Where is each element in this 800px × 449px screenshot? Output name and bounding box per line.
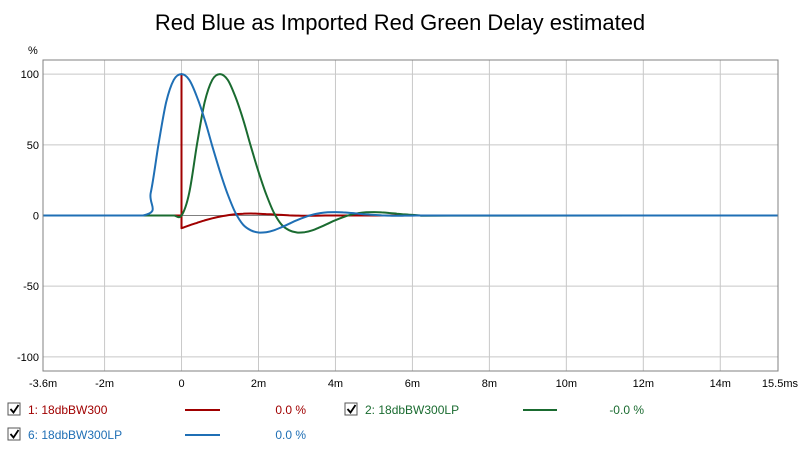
legend-item[interactable]: 2: 18dbBW300LP -0.0 % bbox=[344, 402, 644, 417]
x-tick-label: 2m bbox=[251, 378, 266, 390]
legend-series-value: -0.0 % bbox=[609, 403, 644, 417]
chart-title: Red Blue as Imported Red Green Delay est… bbox=[155, 10, 645, 35]
y-tick-label: 100 bbox=[21, 69, 39, 81]
legend-item[interactable]: 6: 18dbBW300LP 0.0 % bbox=[7, 427, 306, 442]
y-axis-unit-label: % bbox=[28, 45, 38, 57]
legend-series-name: 2: 18dbBW300LP bbox=[365, 403, 459, 417]
x-tick-label: 0 bbox=[178, 378, 184, 390]
y-tick-label: 0 bbox=[33, 211, 39, 223]
x-tick-label: -3.6m bbox=[29, 378, 57, 390]
y-tick-label: -100 bbox=[17, 352, 39, 364]
legend-series-value: 0.0 % bbox=[275, 403, 306, 417]
y-tick-label: 50 bbox=[27, 140, 39, 152]
x-tick-label: 8m bbox=[482, 378, 497, 390]
legend-series-name: 6: 18dbBW300LP bbox=[28, 428, 122, 442]
legend-item[interactable]: 1: 18dbBW300 0.0 % bbox=[7, 402, 306, 417]
x-tick-label: 10m bbox=[556, 378, 577, 390]
axis-ticks: -3.6m -2m 0 2m 4m 6m 8m 10m 12m 14m 15.5ms 100 50 0 -5… bbox=[17, 69, 799, 390]
check-icon bbox=[346, 404, 357, 414]
x-tick-label: 14m bbox=[710, 378, 731, 390]
x-tick-label: 12m bbox=[633, 378, 654, 390]
legend-series-value: 0.0 % bbox=[275, 428, 306, 442]
legend: 1: 18dbBW300 0.0 % 2: 18dbBW300LP -0.0 % 6: … bbox=[7, 402, 644, 442]
x-tick-label: 6m bbox=[405, 378, 420, 390]
series-lines bbox=[43, 73, 779, 234]
check-icon bbox=[9, 429, 20, 439]
check-icon bbox=[9, 404, 20, 414]
series-line-1 bbox=[43, 73, 778, 230]
y-tick-label: -50 bbox=[23, 281, 39, 293]
plot-frame bbox=[42, 59, 779, 372]
x-tick-label: -2m bbox=[95, 378, 114, 390]
x-tick-label: 15.5ms bbox=[762, 378, 799, 390]
x-tick-label: 4m bbox=[328, 378, 343, 390]
series-line-2 bbox=[43, 73, 779, 234]
series-line-3 bbox=[43, 73, 778, 234]
legend-series-name: 1: 18dbBW300 bbox=[28, 403, 108, 417]
